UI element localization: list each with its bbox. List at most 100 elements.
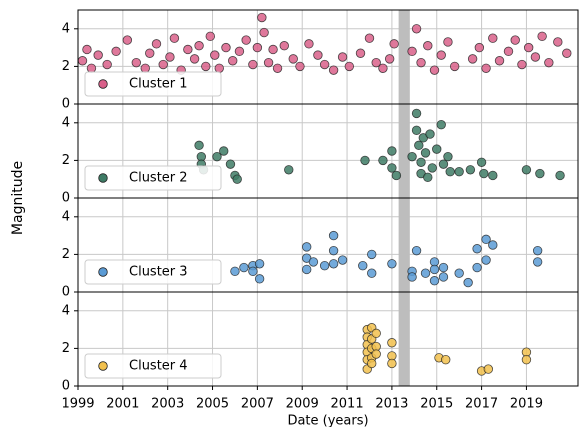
x-tick-label: 2015 xyxy=(420,397,453,412)
y-tick-label: 4 xyxy=(62,21,70,36)
point xyxy=(432,144,442,154)
point xyxy=(429,264,440,275)
x-tick-label: 2009 xyxy=(286,397,319,412)
panel-frame xyxy=(77,291,579,387)
shaded-span xyxy=(398,198,410,292)
y-tick-label: 0 xyxy=(62,191,70,206)
point xyxy=(367,268,377,278)
point xyxy=(562,48,572,58)
y-tick-label: 2 xyxy=(62,59,70,74)
legend-marker xyxy=(98,361,108,371)
point xyxy=(371,328,381,339)
point xyxy=(319,59,330,70)
point xyxy=(158,59,168,70)
point xyxy=(248,266,258,277)
point xyxy=(479,168,489,179)
point xyxy=(407,46,417,57)
point xyxy=(481,63,491,73)
point xyxy=(438,262,449,273)
point xyxy=(263,57,274,68)
point xyxy=(201,61,211,72)
point xyxy=(553,37,563,47)
point xyxy=(454,166,464,177)
point xyxy=(494,56,505,66)
x-tick-label: 2017 xyxy=(465,397,498,412)
point xyxy=(337,52,348,62)
x-tick-label: 2005 xyxy=(196,397,229,412)
point xyxy=(391,170,402,181)
point xyxy=(441,354,451,365)
x-tick-label: 2013 xyxy=(375,397,408,412)
point xyxy=(555,170,565,181)
point xyxy=(411,125,422,136)
y-tick-label: 4 xyxy=(62,115,70,130)
point xyxy=(423,172,433,183)
shaded-span xyxy=(398,104,410,198)
point xyxy=(145,48,155,58)
point xyxy=(102,59,112,70)
point xyxy=(427,163,437,173)
legend-box xyxy=(84,71,222,97)
legend-marker xyxy=(98,267,108,277)
legend-label: Cluster 1 xyxy=(129,77,188,92)
point xyxy=(194,41,204,51)
point xyxy=(308,257,319,267)
point xyxy=(304,39,314,49)
point xyxy=(93,50,103,60)
x-axis-label: Date (years) xyxy=(287,414,368,427)
shaded-span xyxy=(398,292,410,386)
point xyxy=(389,39,399,49)
point xyxy=(371,349,381,359)
point xyxy=(423,41,433,51)
point xyxy=(521,354,532,365)
point xyxy=(371,57,381,68)
point xyxy=(474,42,485,53)
legend-box xyxy=(84,165,222,191)
legend-label: Cluster 4 xyxy=(129,359,188,374)
point xyxy=(214,63,224,73)
point xyxy=(241,35,251,45)
x-tick-label: 2003 xyxy=(151,397,184,412)
point xyxy=(481,255,491,265)
point xyxy=(476,157,487,167)
point xyxy=(416,57,426,68)
point xyxy=(328,230,339,241)
point xyxy=(355,48,366,58)
point xyxy=(131,57,141,68)
point xyxy=(169,33,180,43)
point xyxy=(387,146,397,156)
point xyxy=(443,151,453,162)
point xyxy=(510,35,520,45)
point xyxy=(411,108,422,119)
point xyxy=(407,272,417,282)
point xyxy=(517,59,527,70)
point xyxy=(420,268,431,278)
point xyxy=(436,119,446,130)
point xyxy=(465,165,476,175)
point xyxy=(367,249,377,260)
point xyxy=(189,54,200,64)
x-tick-label: 2007 xyxy=(241,397,274,412)
x-tick-label: 2019 xyxy=(510,397,543,412)
point xyxy=(225,159,236,169)
point xyxy=(387,259,397,269)
point xyxy=(416,157,426,167)
point xyxy=(210,50,220,60)
point xyxy=(239,262,249,273)
point xyxy=(436,50,446,60)
point xyxy=(454,268,464,278)
point xyxy=(414,140,424,151)
y-axis-label: Magnitude xyxy=(10,161,26,235)
point xyxy=(254,259,265,269)
point xyxy=(111,46,121,57)
point xyxy=(252,42,263,53)
point xyxy=(254,274,265,284)
point xyxy=(407,151,417,162)
point xyxy=(284,165,294,175)
point xyxy=(122,35,133,45)
y-tick-label: 0 xyxy=(62,97,70,112)
point xyxy=(445,166,455,177)
point xyxy=(387,358,397,369)
point xyxy=(183,44,193,55)
point xyxy=(360,155,370,166)
